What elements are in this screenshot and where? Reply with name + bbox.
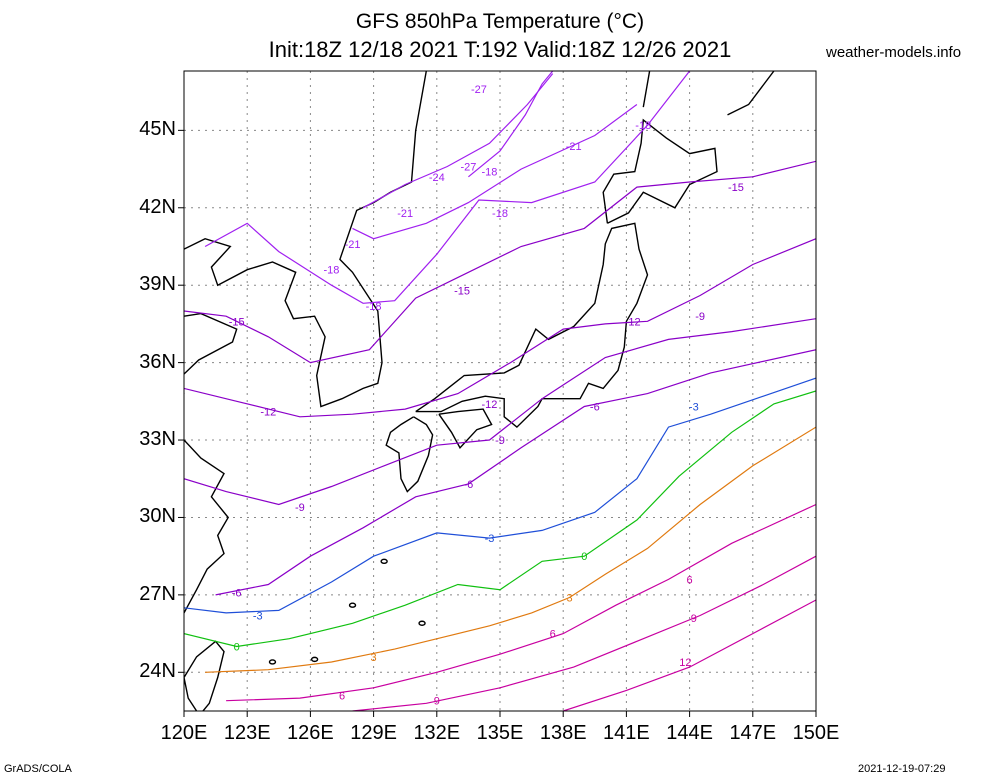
contour-line [352,104,638,240]
contour-label: -18 [482,167,498,179]
contour-label: -24 [429,172,445,184]
x-tick-label: 120E [160,722,208,744]
coastline [727,71,775,116]
source-credit: weather-models.info [826,44,962,61]
x-tick-label: 138E [539,722,587,744]
y-tick-label: 27N [139,582,176,605]
map-title: GFS 850hPa Temperature (°C) [355,10,645,33]
contour-line [184,238,816,418]
coastline [184,439,230,614]
island [348,602,357,608]
contour-label: -21 [345,239,361,251]
x-tick-label: 147E [729,722,777,744]
x-tick-label: 141E [603,722,650,744]
contour-line [362,73,554,209]
contour-label: 6 [550,629,556,641]
contour-label: -15 [454,285,470,297]
x-tick-label: 150E [792,722,840,744]
contour-line [205,426,816,673]
contour-label: 12 [679,657,691,669]
contour-label: -15 [728,182,744,194]
graticule [183,71,817,711]
contour-label: -9 [495,435,505,447]
footer-software: GrADS/COLA [4,763,72,775]
y-tick-label: 42N [139,195,176,218]
contour-label: -15 [229,316,245,328]
contour-line [184,318,816,506]
contour-label: -6 [590,401,600,413]
contour-label: 6 [339,691,345,703]
island [418,620,426,626]
y-tick-label: 45N [139,118,176,141]
contour-line [226,503,816,702]
x-tick-label: 126E [287,722,334,744]
coastline [385,416,434,493]
contour-line [184,390,816,648]
island [268,659,277,665]
coastline [642,71,651,108]
contour-label: -18 [492,208,508,220]
coastline [438,408,493,449]
y-tick-label: 30N [139,505,176,528]
contour-line [184,377,816,614]
contour-label: 9 [434,696,440,708]
contour-line [184,160,816,364]
x-tick-label: 123E [223,722,271,744]
contour-label: -6 [232,587,242,599]
island [380,558,388,565]
coastline [602,118,718,224]
plot-frame [183,70,817,712]
footer-timestamp: 2021-12-19-07:29 [858,763,946,775]
contour-label: -3 [485,533,495,545]
contour-label: -9 [295,502,305,514]
contour-label: -3 [689,401,699,413]
y-tick-label: 36N [139,350,176,373]
contour-label: -27 [471,84,487,96]
contour-label: 0 [234,641,240,653]
y-tick-label: 24N [139,660,176,683]
contour-label: -12 [625,316,641,328]
temperature-contours [184,71,816,711]
x-tick-label: 132E [413,722,461,744]
axis-ticks [178,129,817,717]
map-subtitle: Init:18Z 12/18 2021 T:192 Valid:18Z 12/2… [268,37,732,62]
x-tick-label: 129E [350,722,397,744]
contour-label: -9 [695,311,705,323]
contour-label: -18 [635,120,651,132]
contour-line [204,71,691,304]
y-tick-label: 33N [139,428,176,451]
contour-line [563,599,816,711]
contour-label: -21 [566,141,582,153]
y-tick-label: 39N [139,273,176,296]
contour-label: -3 [253,611,263,623]
contour-label: 3 [566,592,572,604]
coastline [415,222,649,429]
contour-label: 3 [371,652,377,664]
contour-label: 9 [691,613,697,625]
contour-label: 6 [687,574,693,586]
contour-label: -21 [397,208,413,220]
contour-line [352,555,816,711]
contour-label: -27 [460,161,476,173]
contour-label: 0 [581,551,587,563]
contour-labels: -27 -27 -24 -21 -21 -21 -18 -18 -18 -18 -18 -15 -15 -… [229,84,744,708]
coastline [184,640,225,711]
contour-label: -6 [464,479,474,491]
contour-label: -12 [482,399,498,411]
contour-label: -12 [260,407,276,419]
contour-label: -18 [324,265,340,277]
x-tick-label: 135E [476,722,524,744]
island [310,656,319,663]
contour-line [215,349,816,596]
contour-label: -18 [366,301,382,313]
x-tick-label: 144E [666,722,713,744]
contour-line [468,71,554,178]
coastline [184,631,185,657]
